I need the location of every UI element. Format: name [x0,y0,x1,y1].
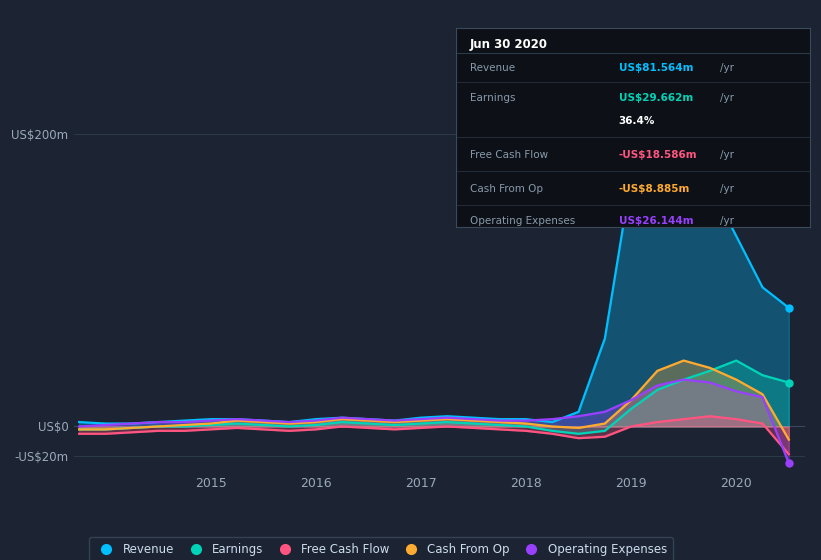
Text: /yr: /yr [720,150,734,160]
Text: US$26.144m: US$26.144m [619,216,694,226]
Legend: Revenue, Earnings, Free Cash Flow, Cash From Op, Operating Expenses: Revenue, Earnings, Free Cash Flow, Cash … [89,537,673,560]
Text: Cash From Op: Cash From Op [470,184,543,194]
Text: US$81.564m: US$81.564m [619,63,693,73]
Text: Jun 30 2020: Jun 30 2020 [470,38,548,51]
Text: Revenue: Revenue [470,63,515,73]
Text: /yr: /yr [720,184,734,194]
Text: -US$18.586m: -US$18.586m [619,150,697,160]
Text: US$29.662m: US$29.662m [619,92,693,102]
Text: Free Cash Flow: Free Cash Flow [470,150,548,160]
Text: /yr: /yr [720,92,734,102]
Text: -US$8.885m: -US$8.885m [619,184,690,194]
Text: /yr: /yr [720,63,734,73]
Text: 36.4%: 36.4% [619,116,655,127]
Text: Earnings: Earnings [470,92,516,102]
Text: Operating Expenses: Operating Expenses [470,216,575,226]
Text: /yr: /yr [720,216,734,226]
